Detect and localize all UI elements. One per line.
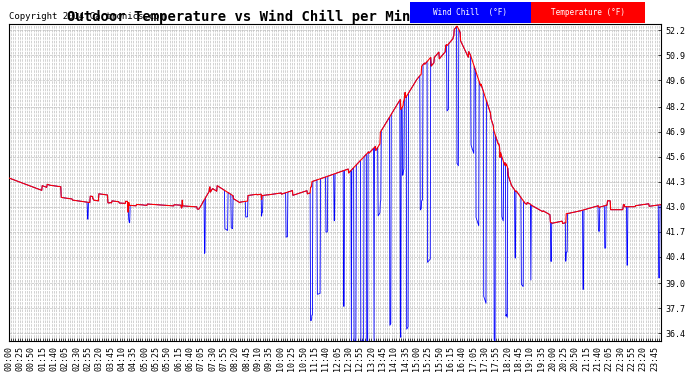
FancyBboxPatch shape (531, 2, 644, 23)
Title: Outdoor Temperature vs Wind Chill per Minute (24 Hours) 20140412: Outdoor Temperature vs Wind Chill per Mi… (67, 10, 603, 24)
Text: Copyright 2014 Cartronics.com: Copyright 2014 Cartronics.com (9, 12, 164, 21)
Text: Temperature (°F): Temperature (°F) (551, 8, 624, 17)
FancyBboxPatch shape (410, 2, 531, 23)
Text: Wind Chill  (°F): Wind Chill (°F) (433, 8, 507, 17)
